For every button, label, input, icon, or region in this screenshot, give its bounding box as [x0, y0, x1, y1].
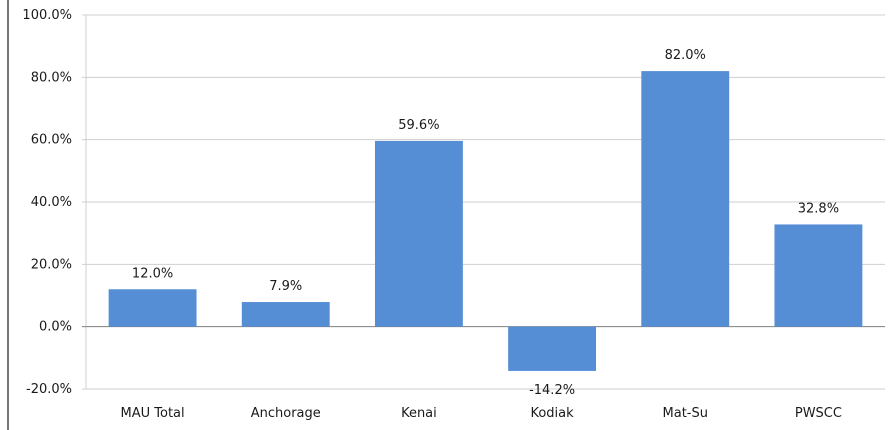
bar: [508, 326, 597, 371]
bar: [108, 289, 197, 327]
x-category-label: MAU Total: [121, 406, 185, 421]
data-label: 82.0%: [665, 48, 706, 63]
bar: [774, 224, 863, 327]
bar: [641, 71, 730, 327]
data-labels: 12.0% 7.9% 59.6% -14.2% 82.0% 32.8%: [132, 48, 839, 398]
gridlines: [82, 14, 885, 390]
y-tick-label: 80.0%: [31, 70, 72, 85]
x-axis-categories: MAU Total Anchorage Kenai Kodiak Mat-Su PWSCC: [121, 406, 842, 421]
data-label: -14.2%: [529, 383, 575, 398]
y-tick-label: -20.0%: [26, 382, 72, 397]
data-label: 59.6%: [398, 118, 439, 133]
data-label: 7.9%: [269, 279, 302, 294]
y-tick-label: 0.0%: [39, 320, 72, 335]
data-label: 32.8%: [798, 201, 839, 216]
x-category-label: Kodiak: [530, 406, 574, 421]
y-tick-label: 40.0%: [31, 195, 72, 210]
data-label: 12.0%: [132, 266, 173, 281]
x-category-label: Kenai: [401, 406, 437, 421]
x-category-label: Mat-Su: [663, 406, 708, 421]
bars: [108, 71, 863, 371]
y-tick-label: 100.0%: [22, 8, 72, 23]
bar: [374, 140, 463, 327]
y-tick-label: 20.0%: [31, 257, 72, 272]
x-category-label: PWSCC: [795, 406, 842, 421]
x-category-label: Anchorage: [251, 406, 321, 421]
y-tick-label: 60.0%: [31, 133, 72, 148]
y-axis-ticks: -20.0% 0.0% 20.0% 40.0% 60.0% 80.0% 100.0%: [22, 8, 72, 397]
bar: [241, 302, 330, 327]
